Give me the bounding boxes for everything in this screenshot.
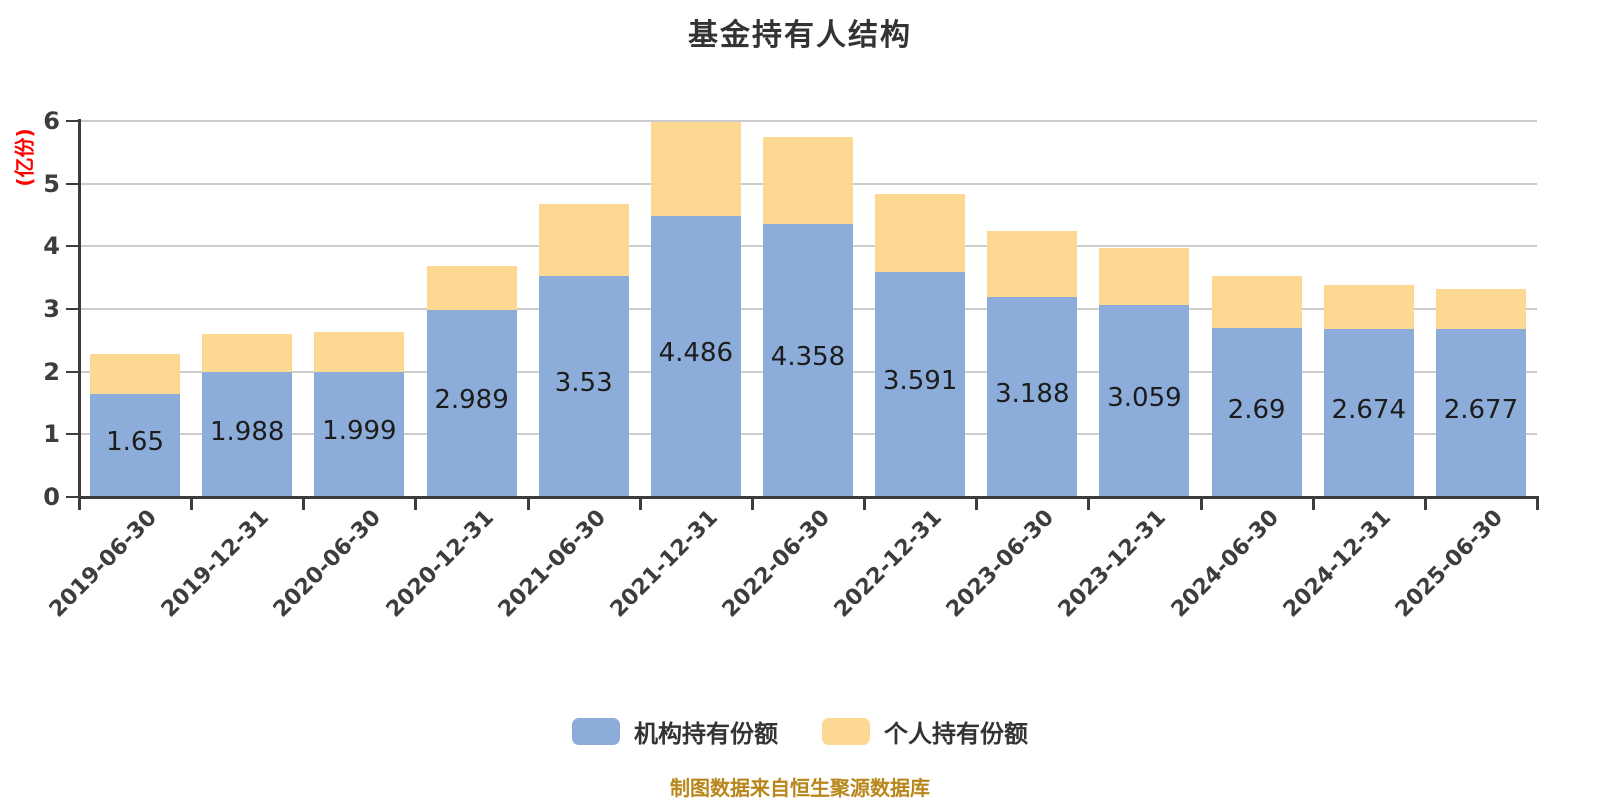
y-axis-tick — [66, 308, 79, 310]
bar-segment-institutional[interactable] — [538, 275, 629, 497]
institutional-legend-swatch — [572, 718, 620, 745]
bar-segment-institutional[interactable] — [426, 309, 517, 497]
bar-value-label: 4.486 — [658, 338, 734, 369]
bar-segment-institutional[interactable] — [1099, 305, 1190, 497]
bar-segment-institutional[interactable] — [90, 393, 181, 497]
bar-value-label: 3.591 — [882, 366, 958, 397]
bar-segment-personal[interactable] — [987, 230, 1078, 298]
bar-segment-personal[interactable] — [875, 194, 966, 272]
x-axis-tick — [302, 497, 306, 510]
y-axis-tick — [66, 182, 79, 185]
y-axis-tick-label: 6 — [43, 107, 60, 135]
bar-segment-institutional[interactable] — [1435, 329, 1526, 497]
y-axis-tick — [66, 120, 79, 122]
x-axis-tick-label: 2025-06-30 — [1390, 505, 1508, 623]
x-axis-tick — [863, 497, 867, 510]
x-axis-tick-label: 2020-12-31 — [381, 505, 499, 623]
chart-title: 基金持有人结构 — [688, 18, 912, 53]
bar-value-label: 2.674 — [1331, 395, 1406, 426]
bar-segment-personal[interactable] — [426, 265, 517, 310]
bar-segment-institutional[interactable] — [763, 223, 853, 497]
bar-segment-personal[interactable] — [202, 334, 293, 373]
bar-value-label: 2.69 — [1227, 394, 1286, 425]
y-axis-tick-label: 5 — [43, 169, 60, 198]
legend-label: 机构持有份额 — [634, 720, 778, 748]
bar-segment-institutional[interactable] — [650, 215, 741, 497]
x-axis-tick-label: 2019-06-30 — [44, 505, 163, 623]
x-axis-tick — [1536, 497, 1539, 510]
bar-segment-personal[interactable] — [650, 121, 741, 216]
personal-legend-swatch — [822, 718, 870, 745]
bar-segment-institutional[interactable] — [314, 371, 405, 497]
legend-item-institutional[interactable]: 机构持有份额 — [572, 714, 778, 749]
legend-label: 个人持有份额 — [884, 720, 1028, 748]
y-axis-tick — [66, 370, 79, 373]
x-axis-tick-label: 2023-06-30 — [942, 505, 1060, 623]
bar-value-label: 1.999 — [322, 416, 397, 447]
x-axis-tick — [975, 497, 979, 510]
x-axis-tick — [190, 497, 194, 510]
legend-item-personal[interactable]: 个人持有份额 — [822, 714, 1028, 749]
bar-value-label: 4.358 — [770, 342, 846, 373]
x-axis-tick — [1311, 497, 1315, 510]
y-axis-tick-label: 1 — [43, 420, 60, 449]
y-axis-line — [78, 119, 81, 498]
bar-segment-institutional[interactable] — [1323, 329, 1414, 497]
y-axis-tick-label: 3 — [43, 295, 60, 323]
x-axis-tick — [1199, 497, 1203, 510]
bar-segment-personal[interactable] — [1099, 248, 1190, 306]
bar-value-label: 2.989 — [434, 385, 509, 416]
bar-segment-institutional[interactable] — [1211, 328, 1302, 497]
bar-segment-institutional[interactable] — [202, 372, 293, 497]
bar-value-label: 3.188 — [995, 379, 1070, 410]
bar-value-label: 3.53 — [554, 368, 613, 399]
x-axis-line — [79, 496, 1539, 499]
x-axis-tick-label: 2021-12-31 — [605, 505, 723, 623]
bar-value-label: 1.988 — [210, 416, 285, 447]
x-axis-tick — [750, 497, 754, 510]
y-axis-tick-label: 4 — [43, 232, 60, 261]
x-axis-tick-label: 2023-12-31 — [1054, 505, 1172, 623]
data-source-note: 制图数据来自恒生聚源数据库 — [670, 776, 930, 800]
bar-segment-personal[interactable] — [1323, 284, 1414, 330]
bar-value-label: 3.059 — [1107, 383, 1182, 414]
x-axis-tick — [78, 497, 81, 510]
bar-segment-personal[interactable] — [1211, 275, 1302, 329]
gridline — [79, 120, 1537, 122]
bar-segment-personal[interactable] — [538, 204, 629, 276]
bar-segment-institutional[interactable] — [875, 271, 966, 497]
bar-segment-institutional[interactable] — [987, 297, 1078, 497]
x-axis-tick-label: 2021-06-30 — [493, 505, 611, 623]
bar-segment-personal[interactable] — [90, 354, 181, 394]
y-axis-tick-label: 0 — [43, 483, 60, 511]
x-axis-tick-label: 2019-12-31 — [156, 505, 275, 623]
x-axis-tick-label: 2022-12-31 — [829, 505, 948, 623]
bar-segment-personal[interactable] — [763, 136, 853, 224]
bar-segment-personal[interactable] — [314, 332, 405, 372]
y-axis-tick — [66, 433, 79, 436]
x-axis-tick-label: 2024-06-30 — [1166, 505, 1284, 623]
bar-segment-personal[interactable] — [1435, 289, 1526, 330]
bar-value-label: 1.65 — [106, 427, 164, 458]
x-axis-tick — [638, 497, 642, 510]
y-axis-tick — [66, 245, 79, 248]
bar-value-label: 2.677 — [1443, 395, 1519, 426]
x-axis-tick — [1087, 497, 1091, 510]
y-axis-tick-label: 2 — [43, 357, 60, 386]
x-axis-tick-label: 2022-06-30 — [717, 505, 835, 623]
x-axis-tick — [414, 497, 418, 510]
x-axis-tick-label: 2024-12-31 — [1278, 505, 1396, 623]
y-axis-tick — [66, 496, 79, 498]
x-axis-tick — [1423, 497, 1427, 510]
legend: 机构持有份额 个人持有份额 — [0, 714, 1600, 749]
x-axis-tick — [526, 497, 530, 510]
x-axis-tick-label: 2020-06-30 — [269, 505, 387, 623]
